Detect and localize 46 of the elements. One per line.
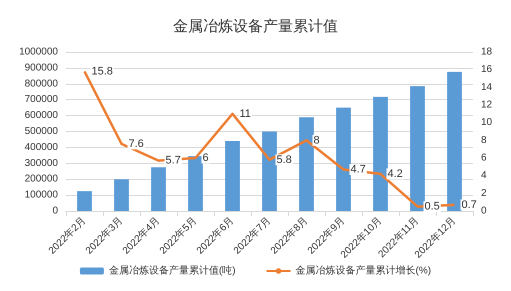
chart-title: 金属冶炼设备产量累计值	[173, 18, 338, 35]
y2-tick-label: 4	[481, 170, 487, 182]
y2-tick-label: 14	[481, 82, 493, 93]
bar	[151, 167, 166, 211]
y2-tick-label: 10	[481, 117, 493, 128]
y-tick-label: 100000	[24, 190, 58, 201]
data-label: 5.8	[276, 154, 292, 166]
data-label: 4.2	[388, 168, 403, 180]
y-tick-label: 900000	[24, 62, 58, 74]
data-label: 8	[314, 134, 320, 146]
y-tick-label: 200000	[24, 174, 58, 185]
bar	[410, 86, 425, 211]
data-label: 0.5	[424, 200, 440, 213]
data-label: 0.7	[462, 198, 477, 211]
y2-tick-label: 8	[481, 134, 487, 146]
y-tick-label: 400000	[24, 142, 58, 153]
data-label: 7.6	[128, 138, 144, 150]
bar	[262, 132, 277, 211]
y-tick-label: 300000	[24, 158, 58, 169]
bar	[299, 117, 314, 211]
y-tick-label: 1000000	[19, 46, 58, 58]
legend-label: 金属冶炼设备产量累计增长(%)	[296, 264, 432, 276]
data-label: 15.8	[92, 65, 113, 78]
y2-tick-label: 16	[481, 64, 493, 76]
bar	[447, 72, 462, 211]
y2-tick-label: 0	[481, 206, 487, 216]
y-tick-label: 800000	[24, 78, 58, 90]
legend-label: 金属冶炼设备产量累计值(吨)	[108, 264, 236, 276]
bar	[373, 96, 388, 211]
bar	[188, 156, 203, 211]
y2-tick-label: 6	[481, 152, 487, 164]
data-label: 4.7	[350, 163, 366, 176]
y-tick-label: 700000	[24, 94, 58, 106]
bar	[114, 179, 129, 211]
y-tick-label: 500000	[24, 126, 58, 137]
y2-tick-label: 2	[481, 188, 487, 199]
data-label: 5.7	[166, 154, 181, 167]
data-label: 6	[202, 152, 209, 164]
y-tick-label: 600000	[24, 110, 58, 122]
y-tick-label: 0	[52, 206, 58, 216]
bar	[336, 108, 351, 211]
bar	[77, 191, 92, 211]
bar	[225, 141, 240, 211]
data-label: 11	[240, 108, 251, 120]
y2-tick-label: 18	[481, 46, 493, 58]
y2-tick-label: 12	[481, 100, 493, 110]
